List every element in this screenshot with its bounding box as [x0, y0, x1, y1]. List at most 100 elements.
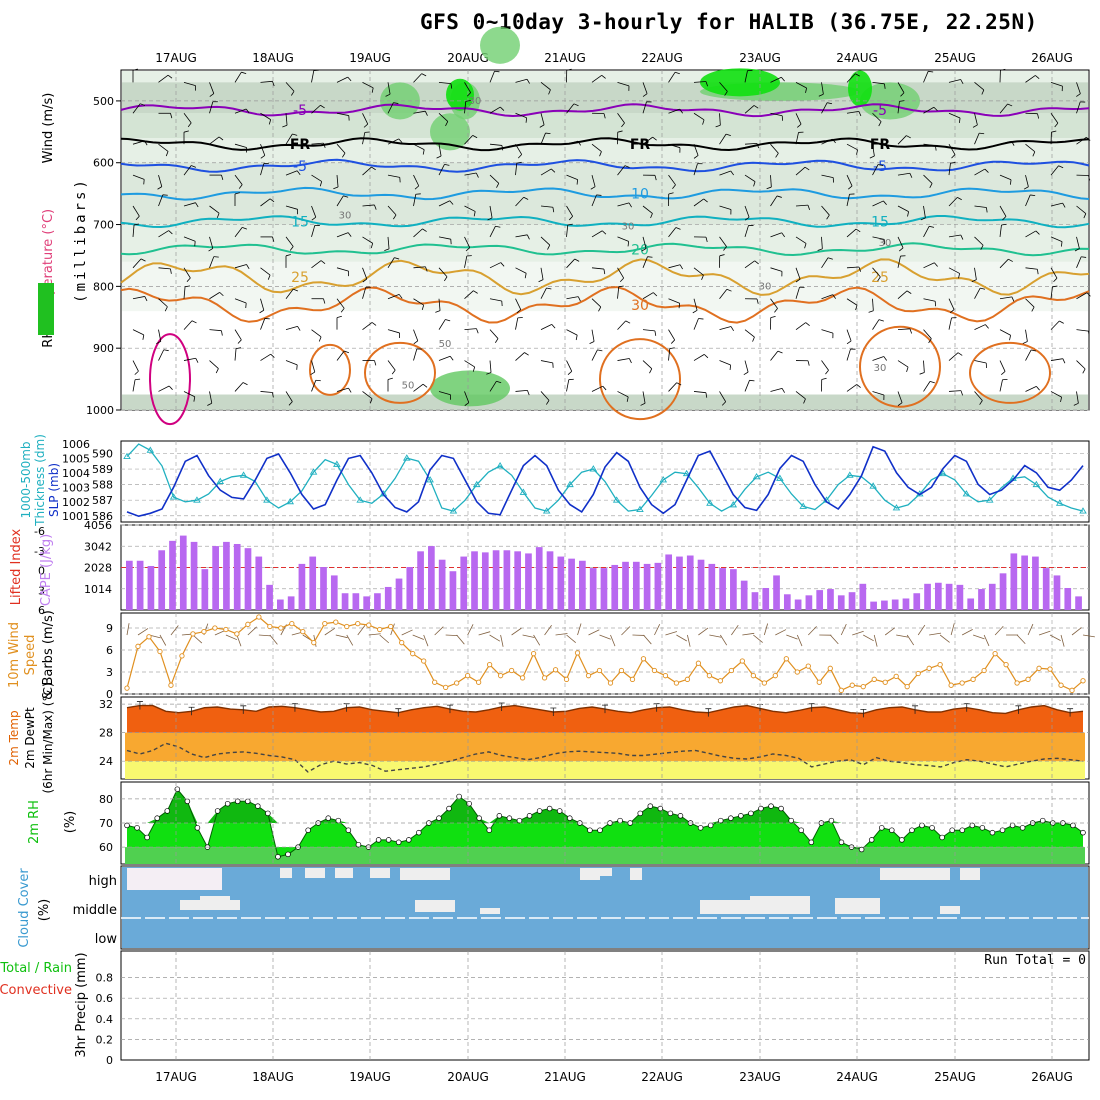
wind-barb: [285, 113, 288, 126]
wind-barb: [923, 381, 931, 392]
wind-barb: [617, 81, 630, 87]
cloud-panel-label-group: Cloud Cover: [17, 868, 32, 948]
date-label-bottom: 17AUG: [155, 1070, 197, 1084]
wind-barb: [878, 121, 882, 127]
wind-barb: [234, 382, 244, 392]
cape-bar: [740, 580, 748, 610]
wind-barb: [238, 184, 243, 189]
wind-barb: [413, 174, 420, 187]
wind-barb: [472, 135, 478, 139]
wind-barb: [526, 234, 530, 240]
wind-speed-point: [278, 625, 284, 631]
cape-bar: [212, 546, 219, 610]
wind-barb: [617, 236, 629, 242]
wind-barb-10m: [610, 634, 616, 647]
wind-barb: [464, 236, 471, 248]
cape-bar: [611, 564, 619, 610]
thickness-point: [846, 471, 854, 478]
wind-barb: [883, 356, 888, 361]
cloud-clear-region: [960, 868, 980, 880]
wind-barb: [1050, 81, 1063, 87]
thickness-point: [519, 488, 528, 495]
cape-bar: [988, 583, 996, 610]
wind-speed-point: [377, 626, 383, 633]
wind-barb: [311, 360, 316, 373]
wind-barb: [336, 387, 349, 392]
wind-barb: [846, 143, 858, 151]
pressure-tick-label: 600: [93, 157, 114, 170]
wind-barb: [1081, 256, 1087, 258]
wind-barb: [291, 91, 295, 96]
date-label-top: 23AUG: [739, 51, 781, 65]
wind-barb: [856, 149, 858, 155]
cape-bar: [719, 568, 726, 610]
temp-minmax-marker: [550, 707, 557, 716]
wind-barb: [422, 383, 428, 388]
date-label-top: 22AUG: [641, 51, 683, 65]
wind-barb: [591, 385, 603, 392]
wind-barb: [821, 174, 834, 178]
wind-barb: [668, 329, 676, 341]
wind-barb: [387, 205, 397, 216]
rh-point: [285, 851, 291, 858]
thickness-point: [146, 446, 155, 453]
wind-barb: [957, 352, 963, 356]
wind-barb: [132, 140, 145, 145]
temp-panel-label-group: 2m Temp: [7, 710, 21, 765]
wind-barb: [933, 106, 938, 112]
wind-barb: [897, 255, 901, 268]
wind-barb: [209, 360, 219, 369]
wind-barb: [1002, 216, 1007, 221]
wind-barb: [846, 266, 859, 269]
wind-barb: [336, 195, 344, 207]
thickness-point: [612, 496, 621, 503]
wind-barb: [668, 174, 676, 186]
cape-bar: [460, 556, 468, 610]
temp-minmax-marker: [1015, 705, 1022, 714]
wind-barb: [672, 184, 676, 189]
wind-speed-point: [300, 629, 306, 635]
wind-barb: [1037, 269, 1039, 275]
cape-bar: [136, 560, 144, 610]
wind-barb: [191, 165, 197, 168]
wind-barb-10m: [445, 634, 458, 637]
wind-barb-10m: [654, 624, 661, 636]
wind-barb: [602, 385, 607, 391]
rh-point: [214, 808, 221, 814]
temp-minmax-marker: [291, 703, 298, 712]
wind-barb: [642, 329, 655, 332]
wind-barb: [323, 142, 326, 148]
wind-barb: [311, 104, 321, 114]
wind-barb: [370, 243, 374, 249]
slp-line: [126, 445, 1084, 518]
wind-barb: [336, 298, 345, 309]
rh-point: [154, 815, 160, 821]
wind-barb: [743, 371, 749, 376]
wind-barb: [187, 122, 192, 128]
rh-point: [748, 810, 754, 817]
wind-barb: [724, 91, 728, 96]
thickness-point: [356, 496, 364, 503]
wind-barb: [906, 135, 911, 139]
wind-barb: [948, 267, 960, 274]
wind-barb: [387, 360, 396, 371]
precip-axis-label: 3hr Precip (mm): [74, 952, 89, 1057]
wind-barb: [234, 227, 243, 238]
slp-panel-label: Thickness (dm): [33, 434, 47, 527]
wind-barb: [183, 202, 196, 207]
temperature-contour-loop: [149, 333, 191, 426]
wind-barb: [260, 80, 273, 83]
wind-barb: [951, 154, 956, 159]
wind-barb: [1073, 402, 1079, 406]
wind-barb: [1076, 93, 1081, 97]
wind-barb: [781, 388, 785, 393]
wind-barb: [566, 379, 570, 392]
wind-speed-point: [454, 680, 460, 686]
cape-panel-label: CAPE (J/kg): [39, 534, 54, 606]
wind-barb: [591, 174, 596, 187]
wind-barb: [591, 194, 597, 207]
wind-barb: [777, 350, 783, 354]
wind-barb: [1035, 75, 1040, 79]
wind-panel-label: 10m Wind: [7, 622, 22, 688]
wind-barb-10m: [324, 627, 335, 636]
